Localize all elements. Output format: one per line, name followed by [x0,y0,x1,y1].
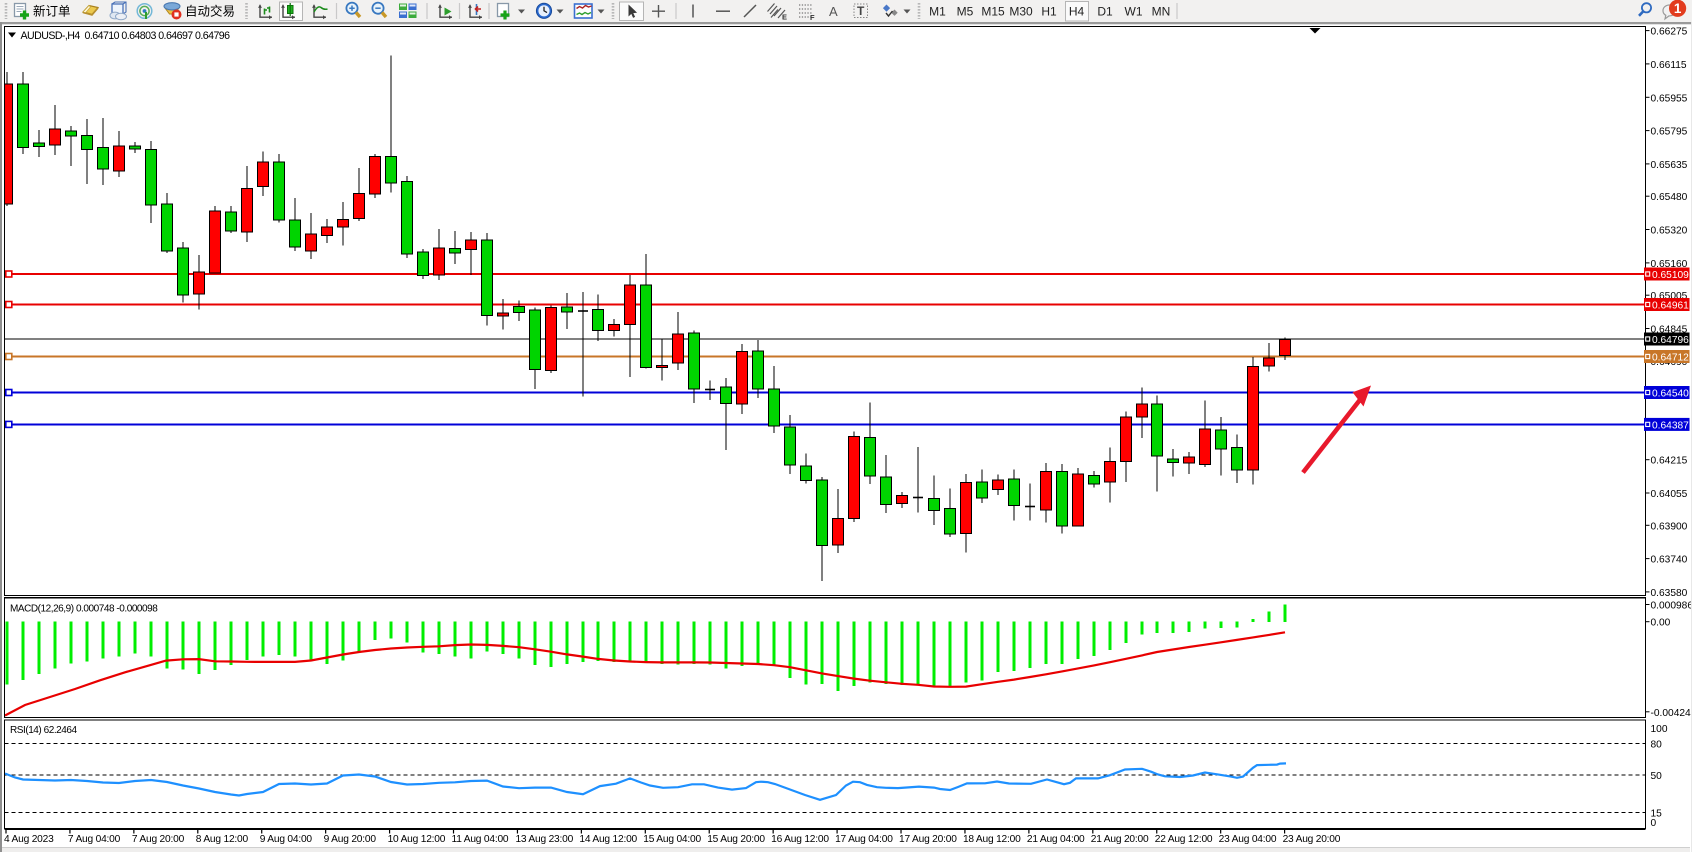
svg-text:-0.004248: -0.004248 [1651,708,1692,719]
svg-text:0.64961: 0.64961 [1652,300,1689,311]
svg-text:17 Aug 04:00: 17 Aug 04:00 [835,834,893,845]
svg-text:23 Aug 04:00: 23 Aug 04:00 [1219,834,1277,845]
svg-text:0.63580: 0.63580 [1651,588,1688,599]
svg-text:0.64215: 0.64215 [1651,456,1688,467]
svg-text:7 Aug 20:00: 7 Aug 20:00 [132,834,185,845]
svg-text:0.64055: 0.64055 [1651,489,1688,500]
svg-text:100: 100 [1651,724,1668,735]
svg-text:0.00: 0.00 [1651,618,1671,629]
svg-text:0.64387: 0.64387 [1652,420,1689,431]
svg-text:16 Aug 12:00: 16 Aug 12:00 [771,834,829,845]
svg-text:H4: H4 [1069,4,1085,18]
svg-text:0.65955: 0.65955 [1651,93,1688,104]
svg-text:0.66275: 0.66275 [1651,27,1688,38]
svg-text:0.65005: 0.65005 [1651,291,1688,302]
svg-text:0.65109: 0.65109 [1652,270,1689,281]
svg-text:MN: MN [1152,4,1171,18]
svg-text:新订单: 新订单 [33,4,71,19]
svg-text:F: F [810,13,815,22]
svg-text:0.64540: 0.64540 [1652,388,1689,399]
svg-text:15 Aug 20:00: 15 Aug 20:00 [707,834,765,845]
svg-text:7 Aug 04:00: 7 Aug 04:00 [68,834,121,845]
svg-text:E: E [782,13,787,22]
svg-text:MACD(12,26,9) 0.000748 -0.0000: MACD(12,26,9) 0.000748 -0.000098 [10,604,158,615]
svg-text:15 Aug 04:00: 15 Aug 04:00 [643,834,701,845]
svg-text:RSI(14) 62.2464: RSI(14) 62.2464 [10,725,78,736]
svg-text:M15: M15 [981,4,1005,18]
svg-text:1: 1 [1674,1,1682,16]
svg-text:18 Aug 12:00: 18 Aug 12:00 [963,834,1021,845]
svg-text:13 Aug 23:00: 13 Aug 23:00 [515,834,573,845]
svg-text:0.64796: 0.64796 [1652,335,1689,346]
svg-text:M5: M5 [957,4,974,18]
svg-text:15: 15 [1651,809,1663,820]
svg-text:21 Aug 20:00: 21 Aug 20:00 [1091,834,1149,845]
svg-text:0.66115: 0.66115 [1651,60,1687,71]
svg-text:21 Aug 04:00: 21 Aug 04:00 [1027,834,1085,845]
svg-text:0.63740: 0.63740 [1651,555,1688,566]
svg-text:T: T [857,4,865,18]
svg-text:0.63900: 0.63900 [1651,521,1688,532]
svg-text:M30: M30 [1009,4,1033,18]
svg-text:H1: H1 [1041,4,1057,18]
svg-text:0.65635: 0.65635 [1651,160,1688,171]
svg-text:17 Aug 20:00: 17 Aug 20:00 [899,834,957,845]
svg-text:9 Aug 20:00: 9 Aug 20:00 [324,834,377,845]
svg-text:80: 80 [1651,740,1663,751]
svg-text:AUDUSD-,H4 0.64710 0.64803 0.: AUDUSD-,H4 0.64710 0.64803 0.64697 0.647… [21,30,231,42]
svg-text:0.000986: 0.000986 [1651,601,1692,612]
svg-text:W1: W1 [1125,4,1143,18]
svg-text:A: A [829,4,838,19]
svg-text:14 Aug 12:00: 14 Aug 12:00 [579,834,637,845]
svg-text:8 Aug 12:00: 8 Aug 12:00 [196,834,249,845]
svg-text:0.65160: 0.65160 [1651,259,1688,270]
svg-text:11 Aug 04:00: 11 Aug 04:00 [452,834,509,845]
svg-text:10 Aug 12:00: 10 Aug 12:00 [388,834,446,845]
svg-text:0.65480: 0.65480 [1651,192,1688,203]
svg-text:D1: D1 [1097,4,1113,18]
svg-text:M1: M1 [929,4,946,18]
svg-text:9 Aug 04:00: 9 Aug 04:00 [260,834,313,845]
svg-text:0: 0 [1651,818,1657,829]
svg-text:50: 50 [1651,771,1663,782]
svg-text:4 Aug 2023: 4 Aug 2023 [4,834,54,845]
svg-text:0.65795: 0.65795 [1651,127,1688,138]
svg-text:自动交易: 自动交易 [185,4,235,19]
svg-text:0.64712: 0.64712 [1652,352,1689,363]
svg-text:0.64845: 0.64845 [1651,325,1688,336]
svg-text:23 Aug 20:00: 23 Aug 20:00 [1283,834,1341,845]
svg-text:0.65320: 0.65320 [1651,226,1688,237]
svg-text:22 Aug 12:00: 22 Aug 12:00 [1155,834,1213,845]
